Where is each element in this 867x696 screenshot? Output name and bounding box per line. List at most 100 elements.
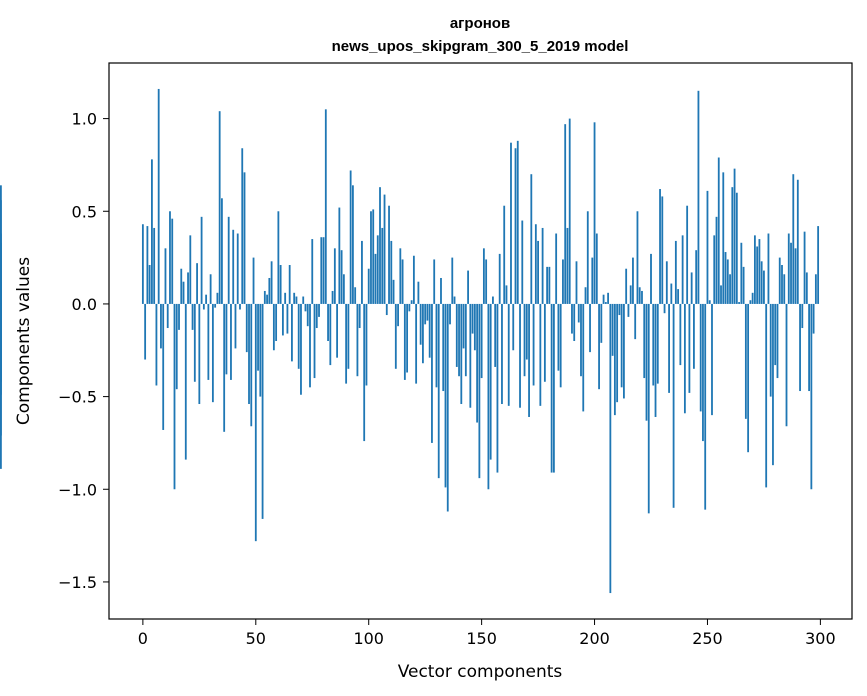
bar-undefined bbox=[0, 233, 2, 304]
bar-129 bbox=[433, 259, 436, 304]
bar-279 bbox=[772, 303, 774, 466]
bar-18 bbox=[182, 281, 185, 304]
bar-208 bbox=[611, 303, 614, 356]
bar-230 bbox=[661, 196, 664, 304]
bar-77 bbox=[315, 303, 318, 329]
bar-270 bbox=[751, 292, 754, 304]
bar-167 bbox=[519, 303, 521, 408]
bar-136 bbox=[449, 303, 451, 325]
bar-189 bbox=[568, 118, 571, 304]
bar-90 bbox=[345, 303, 348, 384]
bar-62 bbox=[281, 303, 284, 336]
bar-157 bbox=[496, 303, 499, 473]
bar-234 bbox=[670, 283, 673, 304]
bar-195 bbox=[582, 303, 585, 412]
bar-251 bbox=[708, 300, 711, 304]
bar-23 bbox=[193, 303, 196, 382]
bar-160 bbox=[503, 205, 506, 304]
bar-148 bbox=[476, 303, 479, 423]
bar-178 bbox=[543, 303, 546, 382]
bar-15 bbox=[175, 303, 178, 390]
bar-154 bbox=[489, 303, 492, 460]
bar-127 bbox=[428, 303, 431, 358]
bar-292 bbox=[801, 303, 804, 329]
bar-244 bbox=[693, 303, 695, 369]
bar-114 bbox=[399, 248, 402, 304]
bar-209 bbox=[613, 303, 616, 416]
bar-123 bbox=[419, 303, 422, 345]
bar-206 bbox=[607, 292, 609, 304]
bar-201 bbox=[595, 233, 598, 304]
bar-69 bbox=[297, 303, 300, 369]
bar-41 bbox=[234, 303, 237, 349]
bar-56 bbox=[268, 277, 271, 304]
bar-49 bbox=[252, 257, 255, 304]
bar-264 bbox=[738, 302, 740, 304]
bar-240 bbox=[683, 303, 686, 414]
bar-255 bbox=[717, 157, 720, 304]
bar-100 bbox=[367, 268, 370, 304]
bar-242 bbox=[688, 303, 691, 393]
bar-158 bbox=[498, 253, 501, 304]
bar-126 bbox=[426, 303, 429, 321]
bar-198 bbox=[589, 303, 591, 353]
bar-231 bbox=[663, 303, 666, 314]
bar-171 bbox=[528, 303, 530, 417]
bar-115 bbox=[401, 259, 404, 304]
bar-163 bbox=[510, 142, 512, 304]
bar-50 bbox=[254, 303, 257, 542]
bar-109 bbox=[388, 205, 390, 304]
bar-33 bbox=[216, 292, 219, 304]
bar-43 bbox=[239, 303, 241, 310]
bar-119 bbox=[410, 300, 413, 304]
bar-81 bbox=[324, 109, 327, 304]
bar-46 bbox=[245, 303, 248, 353]
bar-92 bbox=[349, 170, 352, 304]
bar-19 bbox=[184, 303, 187, 460]
bar-39 bbox=[230, 303, 232, 380]
bar-287 bbox=[790, 242, 792, 304]
bar-84 bbox=[331, 290, 334, 304]
bar-17 bbox=[180, 268, 183, 304]
bar-271 bbox=[753, 235, 756, 304]
bar-undefined bbox=[0, 281, 2, 304]
bar-181 bbox=[550, 303, 553, 473]
bar-68 bbox=[295, 296, 298, 304]
bar-139 bbox=[455, 303, 458, 367]
bar-236 bbox=[674, 240, 677, 304]
bar-14 bbox=[173, 303, 176, 490]
bar-200 bbox=[593, 122, 596, 304]
bar-159 bbox=[501, 303, 503, 405]
bar-165 bbox=[514, 148, 517, 304]
bar-86 bbox=[336, 303, 338, 358]
bar-204 bbox=[602, 294, 605, 304]
bar-191 bbox=[573, 303, 576, 341]
bar-48 bbox=[250, 303, 253, 427]
bar-71 bbox=[302, 296, 305, 304]
bar-164 bbox=[512, 303, 515, 351]
bar-45 bbox=[243, 172, 246, 304]
bar-70 bbox=[300, 303, 302, 395]
bar-80 bbox=[322, 237, 325, 304]
bar-220 bbox=[638, 287, 641, 304]
bar-122 bbox=[417, 281, 420, 304]
bar-197 bbox=[586, 211, 589, 304]
bar-0 bbox=[141, 224, 144, 304]
bar-146 bbox=[471, 303, 474, 334]
bar-95 bbox=[356, 303, 359, 377]
bar-79 bbox=[320, 237, 323, 304]
bar-269 bbox=[749, 300, 752, 304]
bar-16 bbox=[178, 303, 180, 330]
bar-73 bbox=[306, 303, 309, 327]
x-tick-label: 100 bbox=[353, 629, 384, 648]
bar-233 bbox=[668, 303, 670, 393]
bar-2 bbox=[146, 226, 149, 304]
bar-227 bbox=[654, 303, 657, 417]
bar-180 bbox=[548, 266, 551, 304]
bar-102 bbox=[372, 209, 375, 304]
bar-1 bbox=[144, 303, 147, 360]
bar-245 bbox=[695, 250, 698, 304]
bar-243 bbox=[690, 272, 693, 304]
bar-137 bbox=[451, 257, 454, 304]
